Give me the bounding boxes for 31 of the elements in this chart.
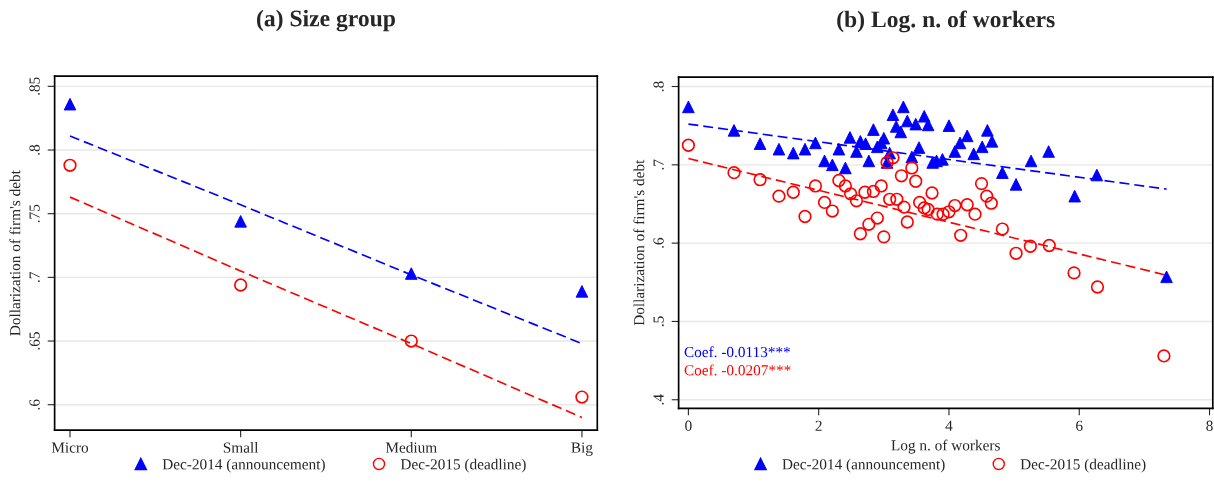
y-tick-label: .8 [29, 144, 40, 155]
y-axis-title: Dollarization of firm's debt [633, 159, 645, 326]
legend-label: Dec-2015 (deadline) [400, 458, 526, 473]
y-tick-label: .6 [653, 237, 664, 248]
x-tick-label: 2 [815, 420, 822, 431]
x-tick-label: Big [571, 442, 593, 456]
y-tick-label: .65 [29, 332, 40, 350]
chart-title: (a) Size group [257, 9, 395, 32]
y-tick-label: .75 [29, 204, 40, 223]
x-tick-label: Medium [385, 442, 437, 453]
y-tick-label: .85 [29, 77, 40, 95]
y-tick-label: .7 [29, 272, 40, 283]
legend-label: Dec-2014 (announcement) [782, 458, 945, 473]
chart-title: (b) Log. n. of workers [837, 10, 1055, 33]
y-tick-label: .5 [653, 316, 664, 327]
y-tick-label: .6 [29, 399, 40, 410]
x-tick-label: Small [223, 442, 259, 453]
y-tick-label: .7 [653, 159, 664, 170]
y-tick-label: .8 [653, 81, 664, 92]
x-tick-label: 6 [1076, 420, 1083, 431]
x-axis-title: Log n. of workers [891, 439, 1000, 454]
x-tick-label: 4 [945, 420, 953, 431]
legend-label: Dec-2015 (deadline) [1020, 458, 1146, 473]
y-tick-label: .4 [653, 394, 664, 405]
annotation: Coef. -0.0207*** [684, 364, 791, 376]
x-tick-label: 8 [1206, 420, 1213, 431]
y-axis-title: Dollarization of firm's debt [9, 170, 21, 336]
x-tick-label: 0 [685, 420, 692, 431]
legend-label: Dec-2014 (announcement) [162, 458, 325, 473]
x-tick-label: Micro [51, 442, 89, 453]
annotation: Coef. -0.0113*** [684, 346, 791, 358]
